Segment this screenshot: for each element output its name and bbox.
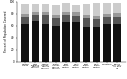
Bar (103, 14, 111, 17)
Bar (42, 4, 50, 12)
Bar (113, 13, 121, 17)
Bar (52, 15, 60, 18)
Bar (83, 15, 90, 18)
Bar (21, 17, 29, 24)
Bar (72, 16, 80, 22)
Bar (62, 22, 70, 62)
Bar (32, 21, 39, 62)
Bar (93, 19, 100, 27)
Bar (32, 4, 39, 12)
Bar (93, 3, 100, 16)
Bar (113, 24, 121, 62)
Bar (83, 27, 90, 62)
Bar (83, 4, 90, 15)
Bar (93, 16, 100, 19)
Bar (62, 12, 70, 15)
Bar (113, 3, 121, 13)
Bar (42, 24, 50, 62)
Bar (113, 17, 121, 24)
Bar (103, 24, 111, 62)
Bar (52, 18, 60, 26)
Bar (103, 17, 111, 24)
Bar (62, 3, 70, 12)
Bar (32, 12, 39, 15)
Y-axis label: Percent of Population Covered: Percent of Population Covered (4, 11, 8, 52)
Bar (93, 27, 100, 62)
Bar (52, 26, 60, 62)
Bar (32, 15, 39, 21)
Bar (21, 14, 29, 17)
Bar (21, 4, 29, 14)
Bar (21, 24, 29, 62)
Bar (72, 12, 80, 16)
Bar (72, 22, 80, 62)
Bar (103, 3, 111, 14)
Bar (72, 5, 80, 12)
Bar (42, 12, 50, 15)
Bar (83, 18, 90, 27)
Bar (52, 5, 60, 15)
Bar (62, 15, 70, 22)
Bar (42, 15, 50, 24)
